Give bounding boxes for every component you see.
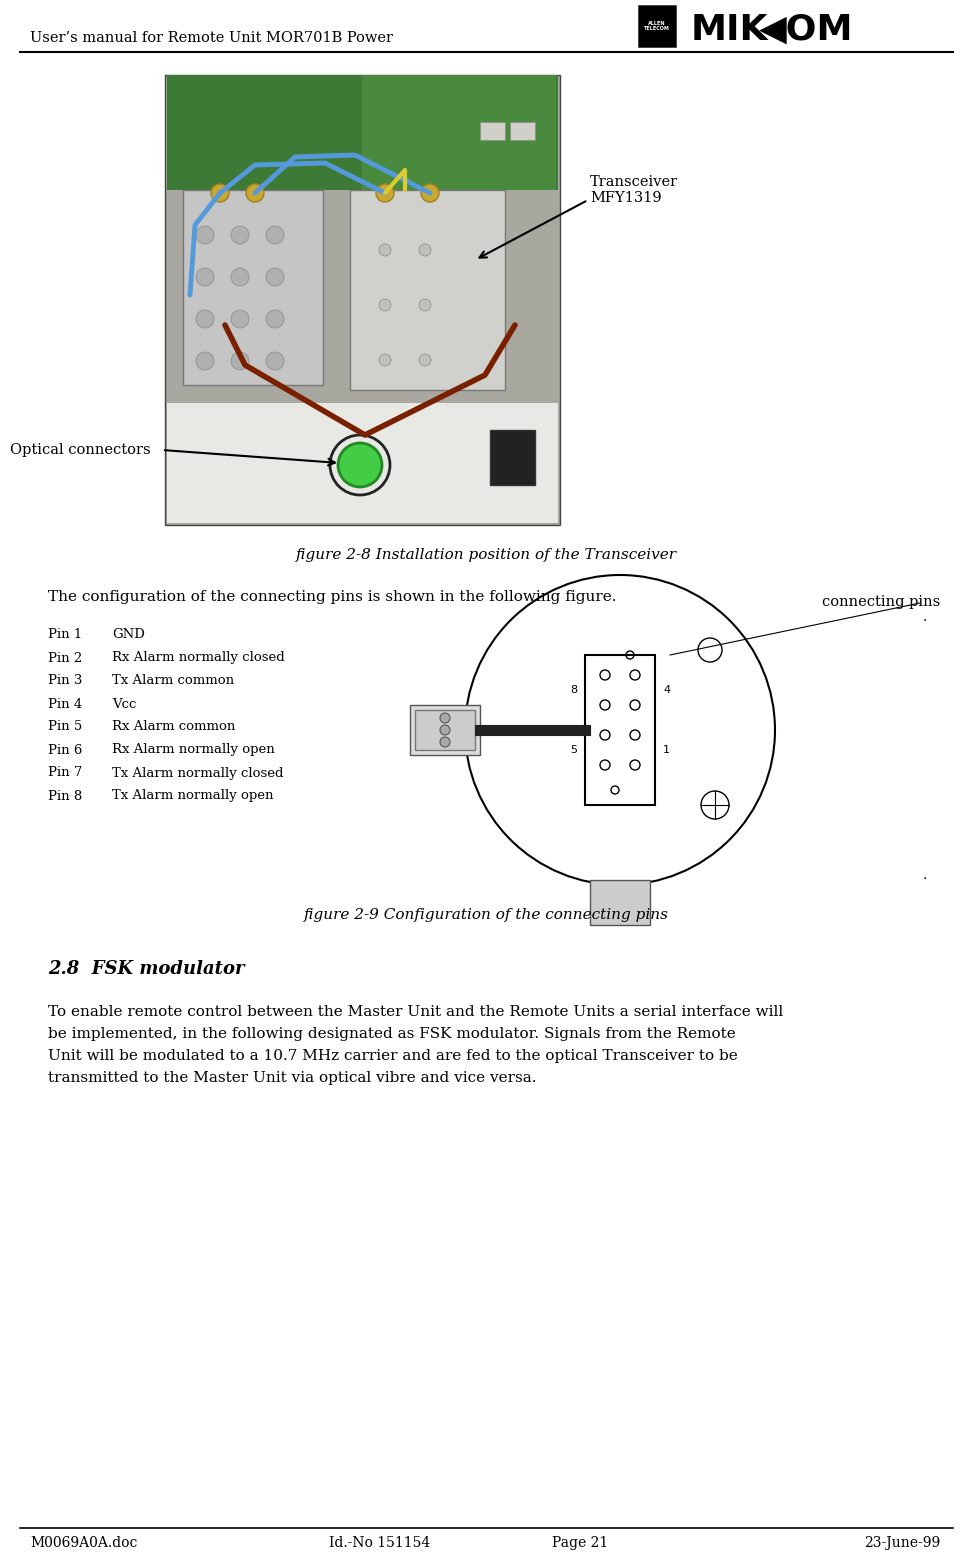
- Text: Page 21: Page 21: [552, 1535, 608, 1549]
- Text: connecting pins: connecting pins: [822, 595, 940, 609]
- Circle shape: [246, 183, 264, 202]
- Text: 23-June-99: 23-June-99: [864, 1535, 940, 1549]
- Circle shape: [421, 183, 439, 202]
- Bar: [638, 5, 676, 47]
- Circle shape: [379, 298, 391, 311]
- Bar: [480, 123, 505, 140]
- Circle shape: [630, 760, 640, 769]
- Circle shape: [379, 244, 391, 256]
- Text: 8: 8: [570, 685, 577, 695]
- Text: Pin 3: Pin 3: [48, 674, 83, 687]
- Circle shape: [231, 309, 249, 328]
- Text: Pin 8: Pin 8: [48, 789, 83, 802]
- Circle shape: [600, 699, 610, 710]
- Circle shape: [630, 730, 640, 740]
- Circle shape: [419, 354, 431, 367]
- Text: Tx Alarm common: Tx Alarm common: [112, 674, 234, 687]
- Circle shape: [231, 267, 249, 286]
- Bar: [590, 880, 650, 925]
- Circle shape: [465, 575, 775, 884]
- Text: ◀OM: ◀OM: [759, 12, 853, 47]
- Circle shape: [419, 298, 431, 311]
- Text: 5: 5: [570, 744, 577, 755]
- Text: MIK: MIK: [691, 12, 769, 47]
- Text: M0069A0A.doc: M0069A0A.doc: [30, 1535, 137, 1549]
- Text: 2.8  FSK modulator: 2.8 FSK modulator: [48, 960, 244, 977]
- Text: Transceiver
MFY1319: Transceiver MFY1319: [590, 176, 678, 205]
- Text: Tx Alarm normally open: Tx Alarm normally open: [112, 789, 273, 802]
- Bar: [490, 430, 535, 485]
- Text: To enable remote control between the Master Unit and the Remote Units a serial i: To enable remote control between the Mas…: [48, 1005, 783, 1019]
- Circle shape: [231, 225, 249, 244]
- Circle shape: [600, 670, 610, 681]
- Text: Pin 6: Pin 6: [48, 743, 83, 757]
- Circle shape: [379, 354, 391, 367]
- Bar: [167, 402, 558, 524]
- Bar: [585, 654, 655, 805]
- Circle shape: [440, 713, 450, 723]
- Circle shape: [600, 760, 610, 769]
- Bar: [362, 75, 556, 190]
- Circle shape: [440, 726, 450, 735]
- Text: figure 2-9 Configuration of the connecting pins: figure 2-9 Configuration of the connecti…: [304, 908, 668, 922]
- Circle shape: [698, 639, 722, 662]
- Text: be implemented, in the following designated as FSK modulator. Signals from the R: be implemented, in the following designa…: [48, 1027, 736, 1041]
- Bar: [510, 123, 535, 140]
- Text: Optical connectors: Optical connectors: [10, 443, 151, 457]
- Text: ALLEN
TELECOM: ALLEN TELECOM: [644, 20, 670, 31]
- Circle shape: [630, 699, 640, 710]
- Text: Pin 1: Pin 1: [48, 628, 83, 642]
- Circle shape: [196, 225, 214, 244]
- Text: 1: 1: [663, 744, 670, 755]
- Text: Pin 4: Pin 4: [48, 698, 83, 710]
- Bar: [165, 75, 560, 525]
- Text: .: .: [922, 869, 927, 883]
- Bar: [415, 710, 475, 751]
- Bar: [183, 190, 323, 385]
- Circle shape: [196, 353, 214, 370]
- Circle shape: [376, 183, 394, 202]
- Bar: [410, 706, 480, 755]
- Text: Pin 2: Pin 2: [48, 651, 83, 665]
- Circle shape: [196, 267, 214, 286]
- Text: Rx Alarm normally closed: Rx Alarm normally closed: [112, 651, 285, 665]
- Text: The configuration of the connecting pins is shown in the following figure.: The configuration of the connecting pins…: [48, 591, 617, 605]
- Circle shape: [600, 730, 610, 740]
- Text: User’s manual for Remote Unit MOR701B Power: User’s manual for Remote Unit MOR701B Po…: [30, 31, 393, 45]
- Text: transmitted to the Master Unit via optical vibre and vice versa.: transmitted to the Master Unit via optic…: [48, 1071, 536, 1085]
- Text: Unit will be modulated to a 10.7 MHz carrier and are fed to the optical Transcei: Unit will be modulated to a 10.7 MHz car…: [48, 1049, 738, 1063]
- Text: .: .: [922, 611, 927, 625]
- Circle shape: [231, 353, 249, 370]
- Bar: [167, 75, 558, 190]
- Circle shape: [266, 309, 284, 328]
- Circle shape: [630, 670, 640, 681]
- Text: figure 2-8 Installation position of the Transceiver: figure 2-8 Installation position of the …: [296, 549, 676, 563]
- Circle shape: [338, 443, 382, 486]
- Bar: [350, 190, 505, 390]
- Text: Id.-No 151154: Id.-No 151154: [330, 1535, 431, 1549]
- Text: Pin 5: Pin 5: [48, 721, 83, 733]
- Circle shape: [266, 225, 284, 244]
- Text: 4: 4: [663, 685, 670, 695]
- Circle shape: [211, 183, 229, 202]
- Text: Vcc: Vcc: [112, 698, 136, 710]
- Text: Pin 7: Pin 7: [48, 766, 83, 780]
- Text: GND: GND: [112, 628, 145, 642]
- Text: Tx Alarm normally closed: Tx Alarm normally closed: [112, 766, 283, 780]
- Text: Rx Alarm normally open: Rx Alarm normally open: [112, 743, 274, 757]
- Circle shape: [266, 267, 284, 286]
- Circle shape: [419, 244, 431, 256]
- Circle shape: [266, 353, 284, 370]
- Text: Rx Alarm common: Rx Alarm common: [112, 721, 235, 733]
- Circle shape: [440, 737, 450, 747]
- Circle shape: [196, 309, 214, 328]
